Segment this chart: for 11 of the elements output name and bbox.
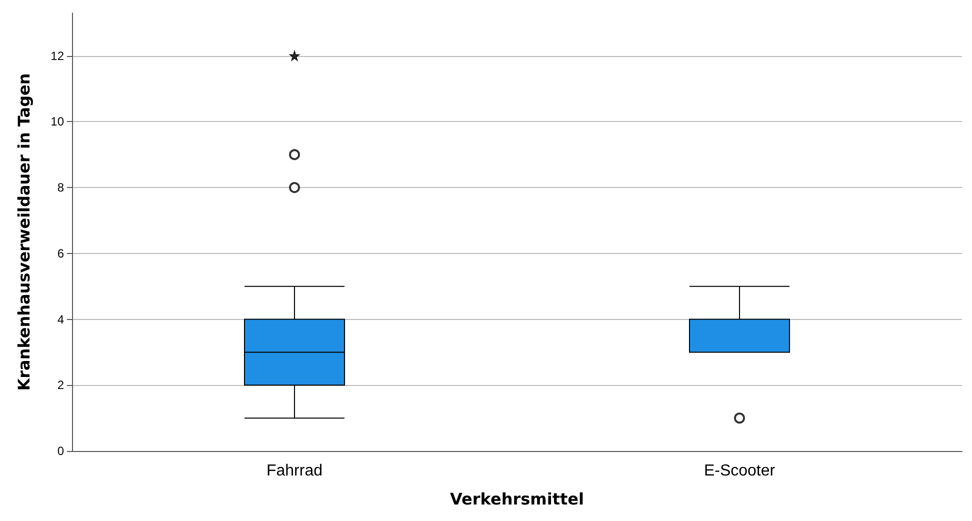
x-tick-label: E-Scooter <box>704 462 776 480</box>
y-tick-label: 4 <box>57 312 64 326</box>
y-tick-label: 2 <box>57 378 64 392</box>
y-axis-title: Krankenhausverweildauer in Tagen <box>14 73 34 391</box>
y-tick-label: 10 <box>50 114 64 129</box>
x-axis-title: Verkehrsmittel <box>450 490 584 508</box>
y-tick-label: 0 <box>57 444 64 458</box>
y-tick-label: 8 <box>57 180 64 195</box>
x-tick-label: Fahrrad <box>266 462 323 480</box>
y-tick-label: 6 <box>57 246 64 260</box>
y-tick-label: 12 <box>50 48 64 63</box>
